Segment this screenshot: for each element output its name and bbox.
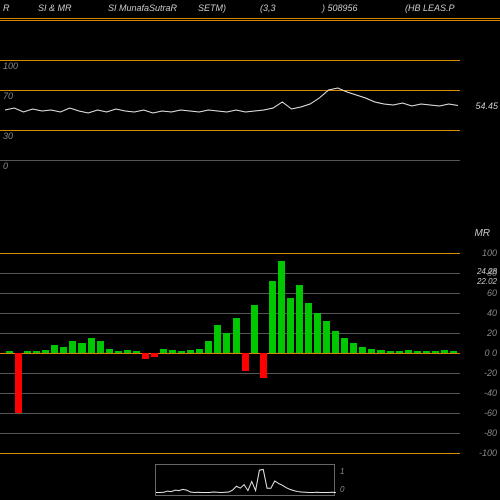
volume-bar <box>359 347 366 353</box>
axis-label: 60 <box>487 288 497 298</box>
volume-bar <box>377 350 384 353</box>
rsi-line <box>5 60 458 160</box>
volume-bar <box>160 349 167 353</box>
volume-bar <box>251 305 258 353</box>
volume-bar <box>169 350 176 353</box>
volume-bar <box>178 351 185 353</box>
rsi-panel: 1007030054.45 <box>0 60 500 160</box>
volume-bar <box>15 353 22 413</box>
volume-bar <box>142 353 149 359</box>
axis-label: -80 <box>484 428 497 438</box>
volume-bar <box>441 350 448 353</box>
gridline <box>0 453 460 454</box>
volume-bar <box>314 313 321 353</box>
axis-label: -60 <box>484 408 497 418</box>
volume-bar <box>196 349 203 353</box>
volume-bar <box>88 338 95 353</box>
volume-bar <box>260 353 267 378</box>
volume-bar <box>233 318 240 353</box>
mr-label: MR <box>474 228 490 239</box>
volume-bar <box>296 285 303 353</box>
bar-current-value: 24.28 <box>477 267 497 276</box>
bar-panel: 100806040200 0-20-40-60-80-10024.2822.02 <box>0 245 500 460</box>
volume-bar <box>387 351 394 353</box>
gridline <box>0 353 460 354</box>
header-divider <box>0 18 500 19</box>
volume-bar <box>432 351 439 353</box>
volume-bar <box>305 303 312 353</box>
volume-bar <box>332 331 339 353</box>
volume-bar <box>414 351 421 353</box>
header-text: (3,3 <box>260 3 276 13</box>
gridline <box>0 293 460 294</box>
thumb-axis-label: 0 <box>340 485 344 494</box>
volume-bar <box>42 350 49 353</box>
volume-bar <box>423 351 430 353</box>
header-text: (HB LEAS.P <box>405 3 455 13</box>
volume-bar <box>69 341 76 353</box>
axis-label: -20 <box>484 368 497 378</box>
axis-label: 40 <box>487 308 497 318</box>
volume-bar <box>242 353 249 371</box>
volume-bar <box>450 351 457 353</box>
volume-bar <box>323 321 330 353</box>
header-text: R <box>3 3 10 13</box>
thumbnail-panel: 10 <box>155 464 335 496</box>
axis-label: 100 <box>482 248 497 258</box>
gridline <box>0 313 460 314</box>
thumbnail-line <box>156 465 336 497</box>
volume-bar <box>51 345 58 353</box>
thumb-axis-label: 1 <box>340 467 344 476</box>
volume-bar <box>124 350 131 353</box>
volume-bar <box>97 341 104 353</box>
rsi-current-value: 54.45 <box>475 101 498 111</box>
volume-bar <box>223 333 230 353</box>
bar-current-value: 22.02 <box>477 277 497 286</box>
volume-bar <box>33 351 40 353</box>
volume-bar <box>205 341 212 353</box>
volume-bar <box>106 349 113 353</box>
volume-bar <box>6 351 13 353</box>
header-text: SETM) <box>198 3 226 13</box>
volume-bar <box>278 261 285 353</box>
volume-bar <box>187 350 194 353</box>
gridline <box>0 433 460 434</box>
volume-bar <box>287 298 294 353</box>
volume-bar <box>115 351 122 353</box>
volume-bar <box>151 353 158 357</box>
header-text: ) 508956 <box>322 3 358 13</box>
volume-bar <box>405 350 412 353</box>
volume-bar <box>214 325 221 353</box>
volume-bar <box>133 351 140 353</box>
gridline <box>0 273 460 274</box>
gridline <box>0 160 460 161</box>
axis-label: 0 0 <box>484 348 497 358</box>
header-divider <box>0 20 500 21</box>
gridline <box>0 253 460 254</box>
gridline <box>0 413 460 414</box>
volume-bar <box>350 343 357 353</box>
axis-label: 20 <box>487 328 497 338</box>
header-text: SI & MR <box>38 3 72 13</box>
chart-header: R SI & MR SI MunafaSutraR SETM) (3,3 ) 508956… <box>0 3 500 17</box>
volume-bar <box>368 349 375 353</box>
axis-label: -100 <box>479 448 497 458</box>
volume-bar <box>269 281 276 353</box>
volume-bar <box>24 351 31 353</box>
volume-bar <box>341 338 348 353</box>
axis-label: -40 <box>484 388 497 398</box>
volume-bar <box>78 343 85 353</box>
gridline <box>0 373 460 374</box>
volume-bar <box>60 347 67 353</box>
gridline <box>0 393 460 394</box>
volume-bar <box>396 351 403 353</box>
header-text: SI MunafaSutraR <box>108 3 177 13</box>
axis-label: 0 <box>3 161 8 171</box>
